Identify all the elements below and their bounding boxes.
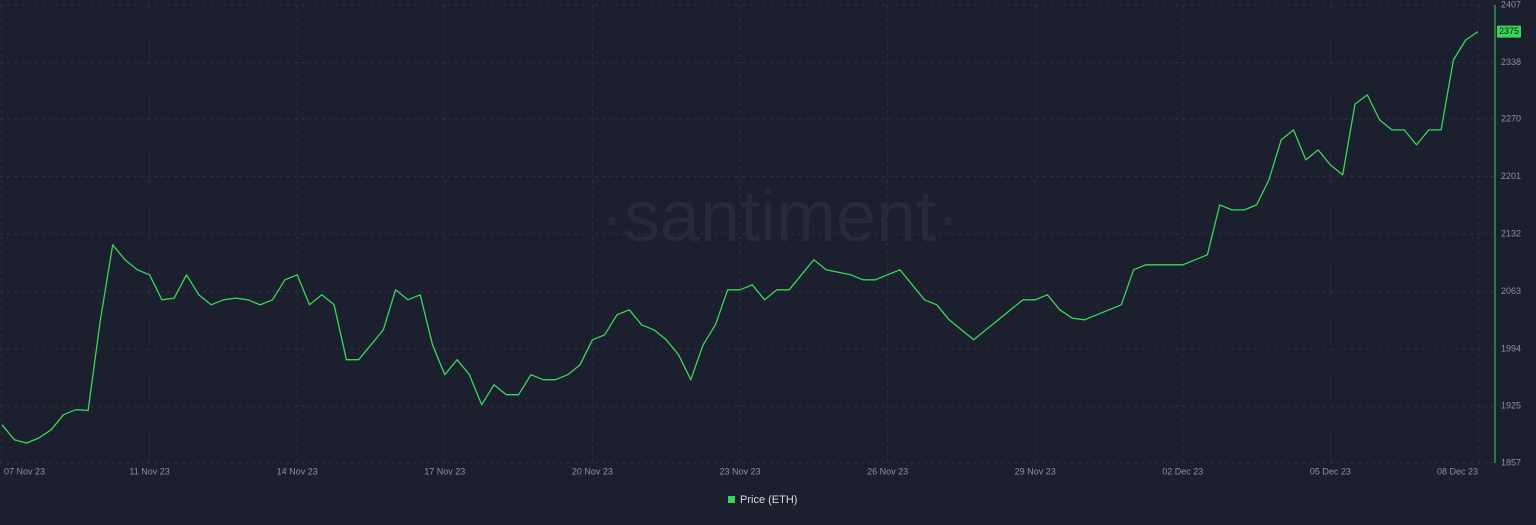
x-tick-label: 14 Nov 23 bbox=[277, 466, 318, 476]
y-tick-label: 2338 bbox=[1501, 57, 1521, 67]
last-value-label: 2375 bbox=[1499, 26, 1519, 36]
x-tick-label: 05 Dec 23 bbox=[1310, 466, 1351, 476]
y-tick-label: 1857 bbox=[1501, 457, 1521, 467]
y-tick-label: 1994 bbox=[1501, 343, 1521, 353]
y-tick-label: 2201 bbox=[1501, 171, 1521, 181]
y-tick-label: 2407 bbox=[1501, 0, 1521, 9]
x-tick-label: 07 Nov 23 bbox=[4, 466, 45, 476]
y-tick-label: 1925 bbox=[1501, 401, 1521, 411]
x-tick-label: 17 Nov 23 bbox=[424, 466, 465, 476]
y-tick-label: 2270 bbox=[1501, 113, 1521, 123]
watermark: ·santiment· bbox=[600, 177, 960, 257]
x-tick-label: 20 Nov 23 bbox=[572, 466, 613, 476]
x-tick-label: 26 Nov 23 bbox=[867, 466, 908, 476]
last-value-badge bbox=[1497, 25, 1521, 38]
price-line bbox=[1, 31, 1479, 444]
y-tick-label: 2132 bbox=[1501, 228, 1521, 238]
x-tick-label: 11 Nov 23 bbox=[129, 466, 169, 476]
y-tick-label: 2063 bbox=[1501, 286, 1521, 296]
legend-label: Price (ETH) bbox=[740, 494, 797, 506]
x-tick-label: 23 Nov 23 bbox=[719, 466, 760, 476]
x-tick-label: 29 Nov 23 bbox=[1015, 466, 1056, 476]
x-tick-label: 02 Dec 23 bbox=[1162, 466, 1203, 476]
x-tick-label: 08 Dec 23 bbox=[1437, 466, 1478, 476]
legend-swatch bbox=[728, 496, 735, 503]
